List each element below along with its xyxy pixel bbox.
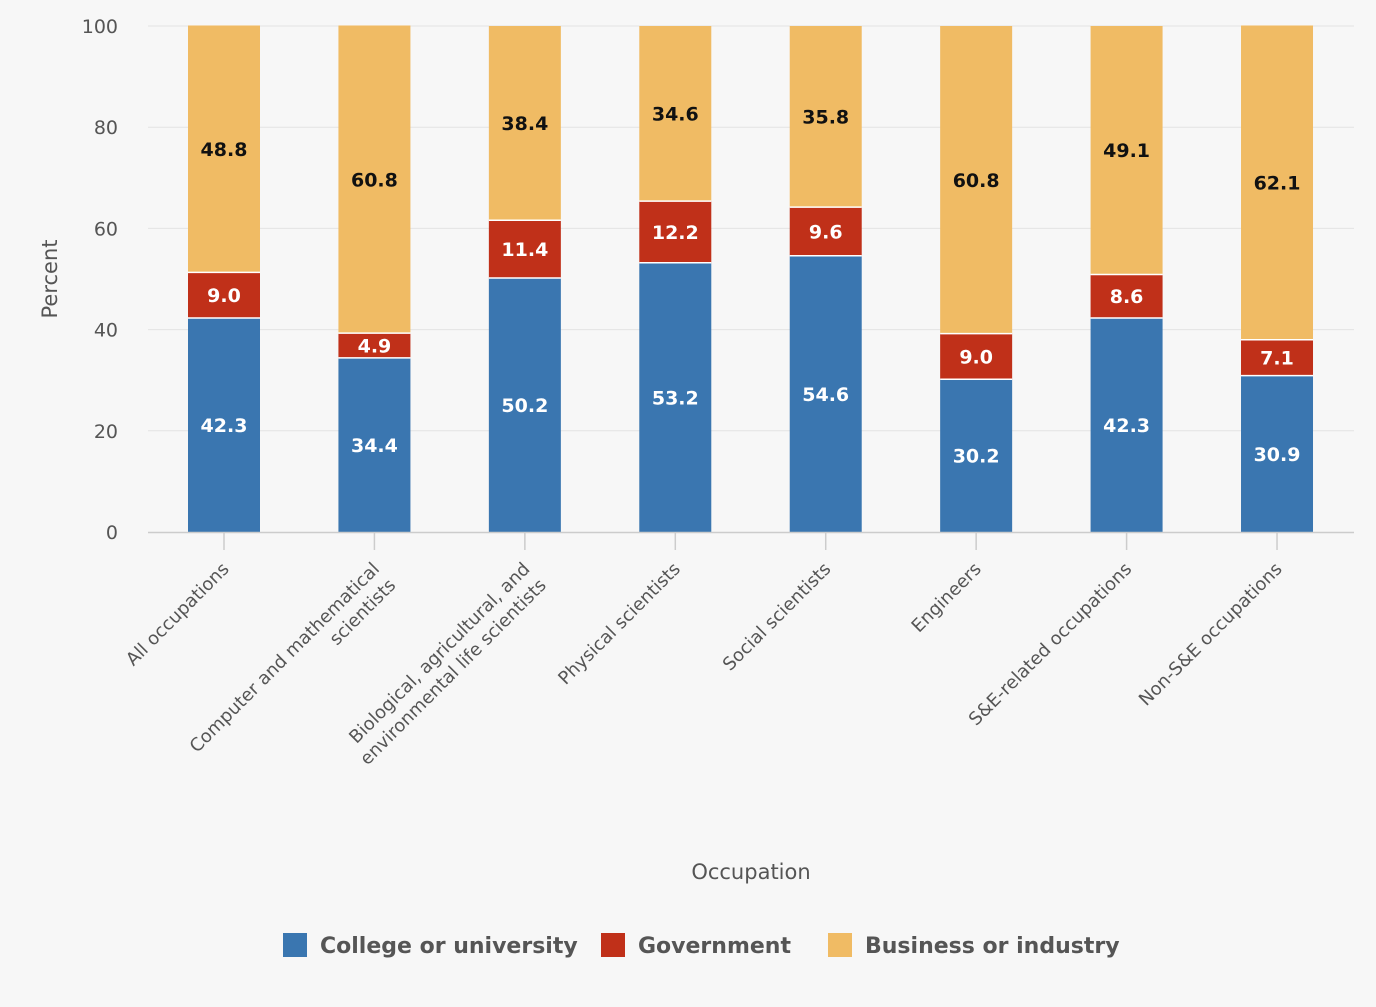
- x-tick-label-line: Physical scientists: [554, 559, 685, 690]
- data-label: 50.2: [501, 395, 548, 417]
- bar-segment: [188, 317, 260, 532]
- data-label: 12.2: [652, 222, 699, 244]
- x-tick-label-line: Non-S&E occupations: [1135, 559, 1287, 711]
- bars: [188, 25, 1314, 532]
- data-label: 38.4: [501, 113, 548, 135]
- legend-label: College or university: [320, 934, 578, 959]
- x-tick-label: All occupations: [122, 559, 233, 670]
- data-label: 60.8: [953, 170, 1000, 192]
- legend-label: Business or industry: [865, 934, 1120, 959]
- x-tick-label: Social scientists: [719, 559, 835, 675]
- x-tick-label: S&E-related occupations: [965, 559, 1136, 730]
- bar-segment: [338, 333, 411, 358]
- x-tick-label: Physical scientists: [554, 559, 685, 690]
- x-tick-label-line: S&E-related occupations: [965, 559, 1136, 730]
- bar-segment: [1241, 25, 1314, 340]
- data-label: 34.6: [652, 104, 699, 126]
- bar-segment: [188, 272, 260, 318]
- y-tick-label: 80: [94, 117, 118, 139]
- x-tick-label-line: All occupations: [122, 559, 233, 670]
- y-tick-label: 0: [106, 522, 118, 544]
- bar-segment: [1090, 317, 1163, 532]
- bar-segment: [789, 255, 862, 532]
- legend-label: Government: [638, 934, 791, 959]
- legend-swatch: [828, 933, 852, 957]
- x-tick-label: Computer and mathematicalscientists: [186, 559, 401, 774]
- data-label: 35.8: [802, 107, 849, 129]
- bar-segment: [1090, 274, 1163, 318]
- legend: College or university Government Business …: [283, 933, 1120, 959]
- bar-segment: [940, 379, 1013, 532]
- bar-segment: [1090, 26, 1163, 275]
- data-label: 30.2: [953, 446, 1000, 468]
- data-label: 9.6: [809, 221, 843, 243]
- legend-swatch: [601, 933, 625, 957]
- data-label: 9.0: [207, 285, 241, 307]
- data-label: 30.9: [1254, 444, 1301, 466]
- bar-segment: [1241, 339, 1314, 376]
- legend-swatch: [283, 933, 307, 957]
- y-tick-label: 40: [94, 320, 118, 342]
- y-tick-label: 20: [94, 421, 118, 443]
- data-label: 49.1: [1103, 140, 1150, 162]
- bar-segment: [338, 25, 411, 334]
- data-labels: 42.3 9.0 48.8 34.4 4.9 60.8 50.2 11.4 38.4 53.2 12…: [201, 104, 1301, 468]
- data-label: 42.3: [201, 415, 248, 437]
- y-tick-label: 100: [82, 16, 118, 38]
- bar-segment: [789, 26, 862, 208]
- data-label: 8.6: [1110, 286, 1144, 308]
- data-label: 62.1: [1254, 173, 1301, 195]
- data-label: 54.6: [802, 384, 849, 406]
- bar-segment: [639, 201, 712, 263]
- data-label: 7.1: [1260, 348, 1294, 370]
- data-label: 4.9: [358, 336, 392, 358]
- data-label: 9.0: [959, 346, 993, 368]
- bar-segment: [639, 26, 712, 202]
- bar-segment: [940, 26, 1013, 334]
- y-axis-title: Percent: [38, 239, 62, 318]
- x-tick-label: Non-S&E occupations: [1135, 559, 1287, 711]
- bar-segment: [488, 220, 561, 278]
- bar-segment: [338, 357, 411, 532]
- data-label: 34.4: [351, 435, 398, 457]
- bar-segment: [789, 207, 862, 256]
- data-label: 48.8: [201, 139, 248, 161]
- gridlines: [148, 25, 1354, 432]
- data-label: 11.4: [501, 239, 548, 261]
- data-label: 42.3: [1103, 415, 1150, 437]
- x-axis-title: Occupation: [691, 860, 810, 884]
- bar-segment: [488, 277, 561, 532]
- bar-segment: [1241, 375, 1314, 532]
- data-label: 60.8: [351, 169, 398, 191]
- bar-segment: [488, 26, 561, 221]
- bar-segment: [188, 25, 260, 273]
- x-tick-label-line: Engineers: [908, 559, 986, 637]
- bar-segment: [639, 262, 712, 532]
- y-tick-label: 60: [94, 218, 118, 240]
- data-label: 53.2: [652, 387, 699, 409]
- x-tick-label: Engineers: [908, 559, 986, 637]
- x-tick-label-line: Social scientists: [719, 559, 835, 675]
- bar-segment: [940, 333, 1013, 380]
